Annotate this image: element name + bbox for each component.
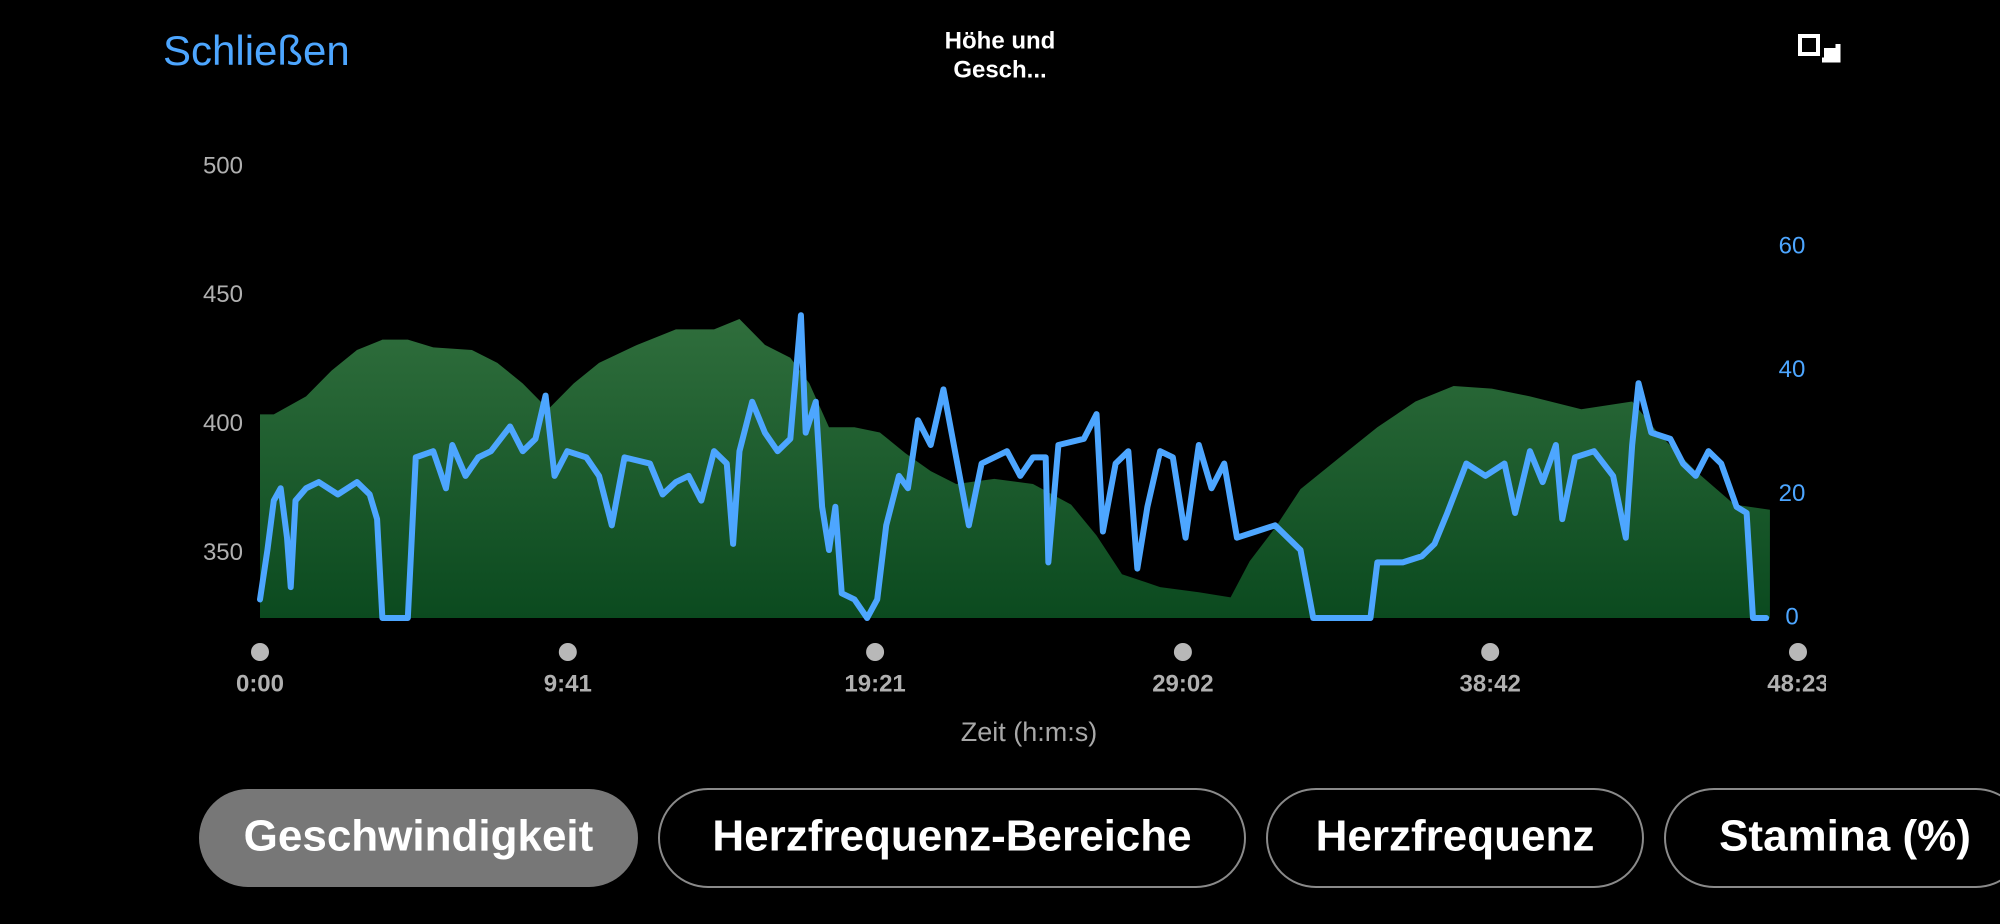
x-tick-dot xyxy=(558,643,577,661)
speed-line xyxy=(257,312,1770,621)
tab-background xyxy=(199,789,638,887)
tab-label[interactable]: Herzfrequenz xyxy=(1316,812,1595,861)
x-tick-label: 19:21 xyxy=(844,670,905,697)
x-tick-dot xyxy=(866,643,885,661)
y2-tick-label: 60 xyxy=(1779,233,1806,260)
x-tick-dot xyxy=(1173,643,1192,661)
tab-label[interactable]: Geschwindigkeit xyxy=(244,812,594,861)
y-tick-label: 400 xyxy=(203,410,243,437)
tab-label[interactable]: Herzfrequenz-Bereiche xyxy=(712,812,1191,861)
tab-label[interactable]: Stamina (%) xyxy=(1719,812,1971,861)
y2-tick-label: 20 xyxy=(1779,480,1806,507)
y-tick-label: 450 xyxy=(203,281,243,308)
tab[interactable]: Herzfrequenz-Bereiche xyxy=(658,788,1246,888)
title-line: Gesch... xyxy=(953,56,1046,83)
y2-tick-label: 0 xyxy=(1785,603,1798,630)
x-tick-dot xyxy=(251,643,269,661)
x-axis: 0:00 9:41 19:21 29:02 38:42 48:23 xyxy=(236,643,1828,697)
tab[interactable]: Stamina (%) xyxy=(1664,788,2000,888)
tab-bar: Geschwindigkeit Herzfrequenz-Bereiche Herz… xyxy=(199,788,2000,888)
tab[interactable]: Herzfrequenz xyxy=(1266,788,1644,888)
x-tick-label: 0:00 xyxy=(236,670,284,697)
y-tick-label: 500 xyxy=(203,152,243,179)
x-tick-dot xyxy=(1481,643,1500,661)
elevation-area xyxy=(260,319,1770,618)
tab-background xyxy=(658,788,1246,888)
expand-icon[interactable] xyxy=(1798,34,1841,63)
x-tick-label: 29:02 xyxy=(1152,670,1213,697)
x-tick-dot xyxy=(1789,643,1807,661)
x-axis-title: Zeit (h:m:s) xyxy=(961,717,1098,747)
x-tick-label: 48:23 xyxy=(1767,670,1828,697)
chart: 350 400 450 500 0 20 40 60 0:00 9:41 19:21 29:02 38:… xyxy=(203,152,1828,747)
tab-background xyxy=(1664,788,2000,888)
y2-tick-label: 40 xyxy=(1779,356,1806,383)
tab-background xyxy=(1266,788,1644,888)
close-button[interactable]: Schließen xyxy=(163,27,350,74)
x-tick-label: 9:41 xyxy=(544,670,592,697)
title-line: Höhe und xyxy=(945,27,1056,54)
x-tick-label: 38:42 xyxy=(1459,670,1520,697)
y-tick-label: 350 xyxy=(203,539,243,566)
tab[interactable]: Geschwindigkeit xyxy=(199,789,638,887)
